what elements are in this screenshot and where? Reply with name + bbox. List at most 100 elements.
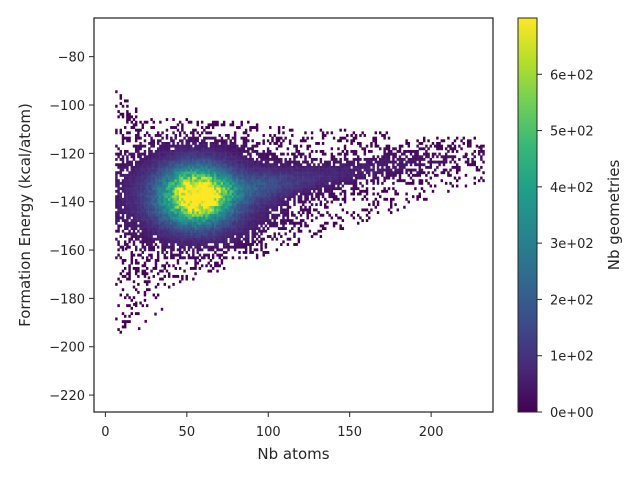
heatmap-cell: [429, 144, 433, 148]
heatmap-cell: [324, 134, 327, 137]
heatmap-cell: [231, 176, 235, 180]
heatmap-cell: [156, 197, 160, 201]
heatmap-cell: [227, 211, 230, 215]
heatmap-cell: [227, 189, 230, 193]
heatmap-cell: [187, 219, 191, 223]
heatmap-cell: [244, 237, 248, 241]
heatmap-cell: [365, 208, 369, 212]
heatmap-cell: [299, 139, 303, 143]
heatmap-cell: [269, 197, 272, 201]
heatmap-cell: [174, 176, 177, 180]
heatmap-cell: [236, 149, 239, 153]
heatmap-cell: [427, 147, 430, 151]
heatmap-cell: [236, 213, 239, 217]
heatmap-cell: [161, 131, 164, 135]
heatmap-cell: [126, 110, 129, 113]
heatmap-cell: [205, 195, 208, 199]
heatmap-cell: [253, 160, 257, 164]
heatmap-cell: [132, 216, 136, 220]
heatmap-cell: [128, 195, 131, 199]
heatmap-cell: [126, 155, 129, 159]
heatmap-cell: [436, 160, 439, 164]
heatmap-cell: [240, 197, 243, 201]
heatmap-cell: [365, 219, 369, 223]
heatmap-cell: [123, 152, 127, 156]
heatmap-cell: [189, 179, 193, 183]
heatmap-cell: [284, 208, 287, 212]
heatmap-cell: [231, 197, 235, 201]
heatmap-cell: [161, 224, 164, 228]
heatmap-cell: [130, 195, 134, 199]
heatmap-cell: [280, 179, 283, 183]
heatmap-cell: [134, 224, 138, 228]
heatmap-cell: [178, 163, 182, 167]
heatmap-cell: [251, 144, 254, 148]
heatmap-cell: [264, 216, 268, 220]
heatmap-cell: [130, 205, 134, 209]
heatmap-cell: [225, 213, 228, 217]
heatmap-cell: [249, 187, 252, 191]
heatmap-cell: [145, 282, 149, 286]
heatmap-cell: [181, 184, 184, 188]
heatmap-cell: [126, 195, 129, 199]
heatmap-cell: [137, 282, 140, 286]
heatmap-cell: [205, 211, 208, 215]
heatmap-cell: [319, 192, 323, 196]
heatmap-cell: [236, 192, 239, 196]
heatmap-cell: [346, 171, 349, 175]
heatmap-cell: [236, 189, 239, 193]
heatmap-cell: [214, 147, 217, 151]
heatmap-cell: [200, 224, 204, 228]
heatmap-cell: [128, 277, 131, 281]
heatmap-cell: [181, 240, 184, 244]
heatmap-cell: [299, 197, 303, 201]
heatmap-cell: [398, 157, 402, 161]
heatmap-cell: [172, 229, 175, 233]
heatmap-cell: [170, 179, 173, 183]
heatmap-cell: [174, 192, 177, 196]
heatmap-cell: [225, 173, 228, 177]
heatmap-cell: [233, 197, 237, 201]
heatmap-cell: [178, 173, 182, 177]
heatmap-cell: [262, 195, 265, 199]
heatmap-cell: [240, 219, 243, 223]
heatmap-cell: [225, 147, 228, 151]
heatmap-cell: [126, 189, 129, 193]
heatmap-cell: [425, 152, 428, 156]
heatmap-cell: [286, 200, 290, 204]
heatmap-cell: [192, 266, 195, 270]
heatmap-cell: [132, 181, 136, 185]
heatmap-cell: [260, 245, 263, 249]
heatmap-cell: [466, 142, 470, 145]
heatmap-cell: [117, 155, 120, 159]
heatmap-cell: [211, 123, 215, 127]
heatmap-cell: [251, 240, 254, 244]
heatmap-cell: [183, 211, 186, 215]
heatmap-cell: [255, 213, 259, 217]
heatmap-cell: [418, 168, 422, 172]
heatmap-cell: [381, 155, 384, 159]
heatmap-cell: [148, 152, 151, 156]
heatmap-cell: [359, 134, 362, 137]
heatmap-cell: [178, 120, 182, 124]
x-tick-label-4: 200: [419, 425, 444, 440]
heatmap-cell: [211, 179, 215, 183]
heatmap-cell: [431, 171, 435, 175]
heatmap-cell: [139, 235, 142, 238]
heatmap-cell: [172, 282, 175, 286]
heatmap-cell: [200, 144, 204, 148]
heatmap-cell: [170, 160, 173, 164]
heatmap-cell: [170, 256, 173, 260]
heatmap-cell: [176, 192, 180, 196]
heatmap-cell: [269, 149, 272, 153]
heatmap-cell: [240, 120, 243, 124]
heatmap-cell: [218, 157, 221, 161]
heatmap-cell: [216, 261, 219, 265]
heatmap-cell: [247, 219, 250, 223]
heatmap-cell: [141, 184, 144, 188]
heatmap-cell: [216, 213, 219, 217]
heatmap-cell: [189, 203, 193, 207]
heatmap-cell: [196, 232, 199, 236]
heatmap-cell: [167, 165, 171, 169]
heatmap-cell: [185, 208, 188, 212]
